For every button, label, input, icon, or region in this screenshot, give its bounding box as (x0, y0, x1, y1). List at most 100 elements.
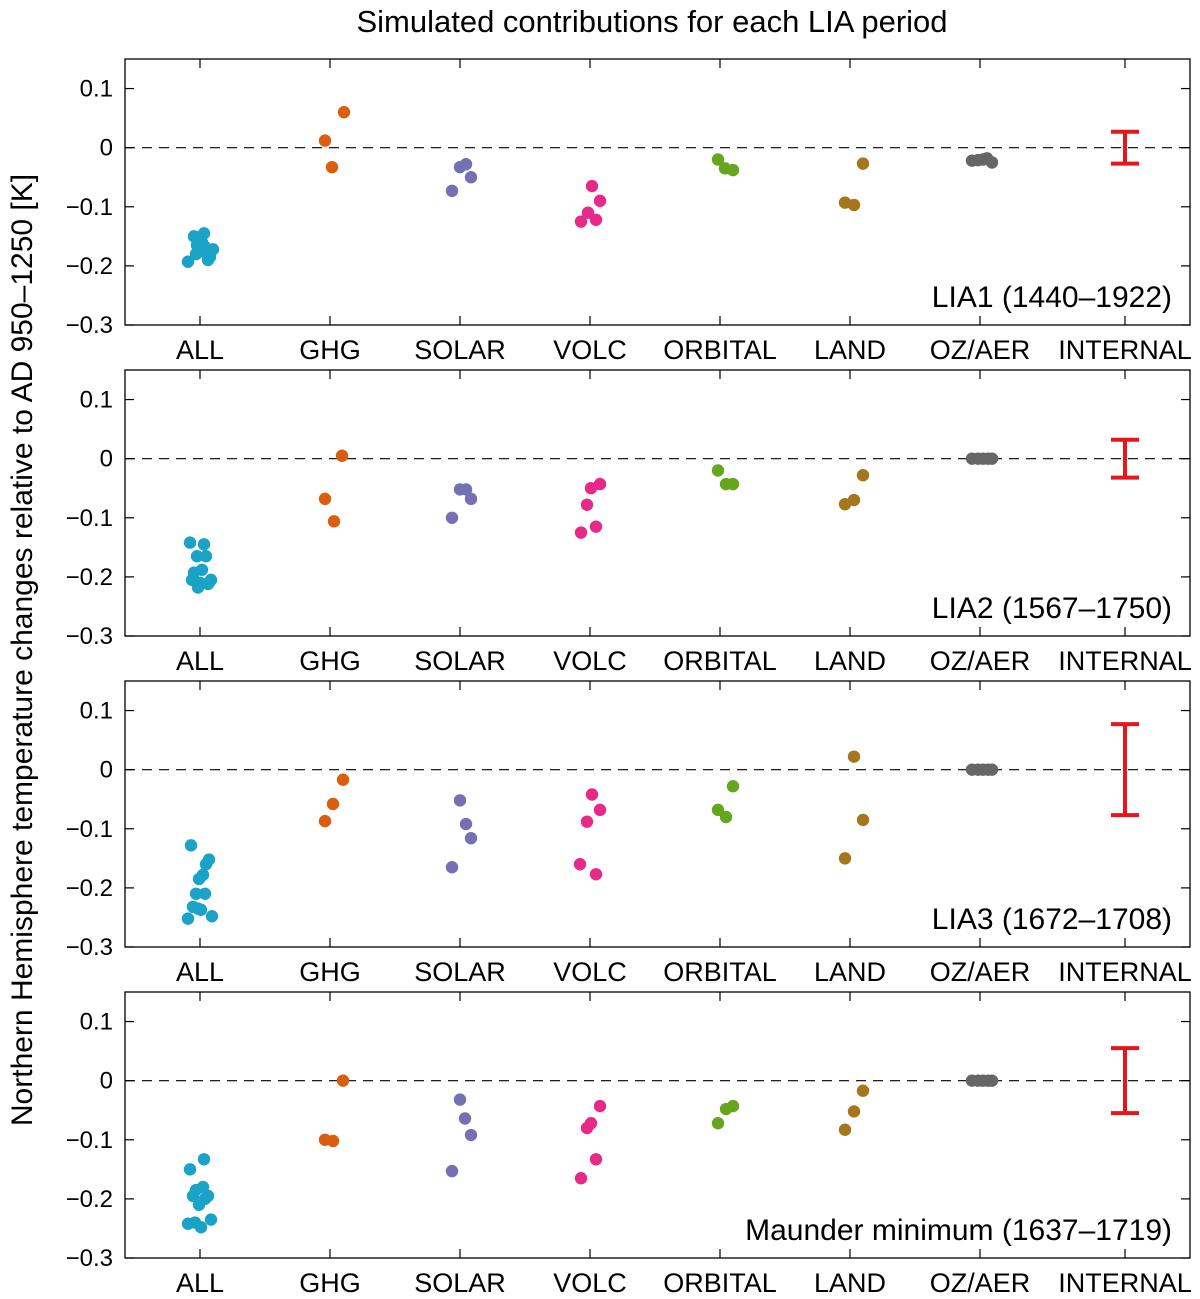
point-land (847, 198, 861, 212)
point-all (183, 1163, 197, 1176)
x-tick-label-oz-aer: OZ/AER (930, 646, 1031, 676)
y-tick-label: 0.1 (80, 76, 113, 103)
point-volc (573, 858, 587, 871)
point-ghg (336, 773, 350, 786)
point-volc (593, 803, 607, 817)
y-tick-label: −0.2 (66, 253, 113, 280)
x-tick-label-orbital: ORBITAL (663, 1268, 777, 1298)
x-tick-label-volc: VOLC (553, 1268, 627, 1298)
point-land (847, 750, 861, 763)
x-tick-label-all: ALL (176, 335, 224, 365)
point-solar (459, 158, 473, 171)
y-tick-label: −0.3 (66, 934, 113, 961)
point-all (191, 581, 205, 594)
y-tick-label: 0.1 (80, 1009, 113, 1036)
point-volc (585, 179, 599, 193)
point-all (184, 839, 198, 852)
point-volc (593, 194, 607, 208)
y-tick-label: 0.1 (80, 387, 113, 414)
point-all (197, 538, 211, 551)
point-ghg (318, 814, 332, 828)
point-oz-aer (985, 1074, 999, 1087)
x-tick-label-all: ALL (176, 1268, 224, 1298)
x-tick-label-volc: VOLC (553, 335, 627, 365)
point-all (199, 550, 213, 563)
point-all (189, 887, 203, 900)
x-tick-label-orbital: ORBITAL (663, 646, 777, 676)
point-ghg (318, 134, 332, 147)
point-volc (589, 868, 603, 881)
point-ghg (337, 106, 351, 119)
y-tick-label: 0 (100, 757, 113, 784)
point-land (856, 813, 870, 827)
x-tick-label-land: LAND (814, 646, 886, 676)
point-all (183, 536, 197, 549)
point-volc (589, 520, 603, 533)
point-land (847, 493, 861, 507)
point-solar (464, 492, 478, 506)
point-volc (580, 815, 594, 828)
panel-label: LIA3 (1672–1708) (932, 903, 1172, 936)
x-tick-label-oz-aer: OZ/AER (930, 957, 1031, 987)
x-tick-label-ghg: GHG (299, 957, 361, 987)
panel-1: 0.1 0 −0.1 −0.2 −0.3 ALL GHG SOLAR VOLC ORBITAL LA… (66, 58, 1192, 365)
point-all (195, 563, 209, 576)
panel-2: 0.1 0 −0.1 −0.2 −0.3 ALL GHG SOLAR VOLC ORBITAL LA… (66, 369, 1192, 676)
point-all (198, 887, 212, 900)
x-tick-label-volc: VOLC (553, 957, 627, 987)
point-all (190, 550, 204, 563)
point-all (196, 868, 210, 882)
point-solar (464, 171, 478, 184)
point-all (188, 1216, 202, 1229)
y-axis-label: Northern Hemisphere temperature changes … (6, 174, 39, 1126)
x-tick-label-internal: INTERNAL (1058, 335, 1192, 365)
y-tick-label: 0.1 (80, 698, 113, 725)
point-all (205, 910, 219, 923)
y-tick-label: −0.3 (66, 312, 113, 339)
point-solar (445, 511, 459, 524)
point-solar (453, 794, 467, 807)
point-volc (585, 788, 599, 801)
point-all (202, 576, 216, 589)
point-orbital (711, 153, 725, 166)
y-tick-label: −0.1 (66, 816, 113, 843)
x-tick-label-ghg: GHG (299, 1268, 361, 1298)
point-volc (584, 1117, 598, 1130)
x-tick-label-orbital: ORBITAL (663, 335, 777, 365)
point-all (197, 227, 211, 240)
point-solar (459, 483, 473, 496)
axes-frame (124, 680, 1191, 948)
point-solar (445, 184, 459, 198)
point-all (191, 902, 205, 915)
x-tick-label-internal: INTERNAL (1058, 1268, 1192, 1298)
panel-label: LIA2 (1567–1750) (932, 592, 1172, 625)
y-tick-label: −0.2 (66, 1186, 113, 1213)
point-volc (593, 477, 607, 491)
x-tick-label-ghg: GHG (299, 335, 361, 365)
x-tick-label-solar: SOLAR (414, 646, 506, 676)
point-orbital (726, 1099, 740, 1113)
point-volc (574, 526, 588, 539)
point-solar (445, 861, 459, 874)
x-tick-label-internal: INTERNAL (1058, 957, 1192, 987)
x-tick-label-all: ALL (176, 646, 224, 676)
point-all (202, 853, 216, 866)
point-volc (581, 206, 595, 219)
point-oz-aer (985, 452, 999, 465)
point-ghg (318, 492, 332, 506)
panel-4: 0.1 0 −0.1 −0.2 −0.3 ALL GHG SOLAR VOLC ORBITAL LA… (66, 991, 1192, 1298)
panel-label: Maunder minimum (1637–1719) (745, 1214, 1172, 1247)
point-volc (574, 215, 588, 228)
point-ghg (336, 1074, 350, 1087)
y-tick-label: −0.2 (66, 875, 113, 902)
point-orbital (719, 810, 733, 824)
point-land (856, 1084, 870, 1097)
y-tick-label: −0.2 (66, 564, 113, 591)
y-tick-label: −0.3 (66, 623, 113, 650)
point-solar (464, 832, 478, 845)
x-tick-label-land: LAND (814, 335, 886, 365)
x-tick-label-oz-aer: OZ/AER (930, 335, 1031, 365)
point-volc (574, 1172, 588, 1185)
point-volc (589, 213, 603, 226)
